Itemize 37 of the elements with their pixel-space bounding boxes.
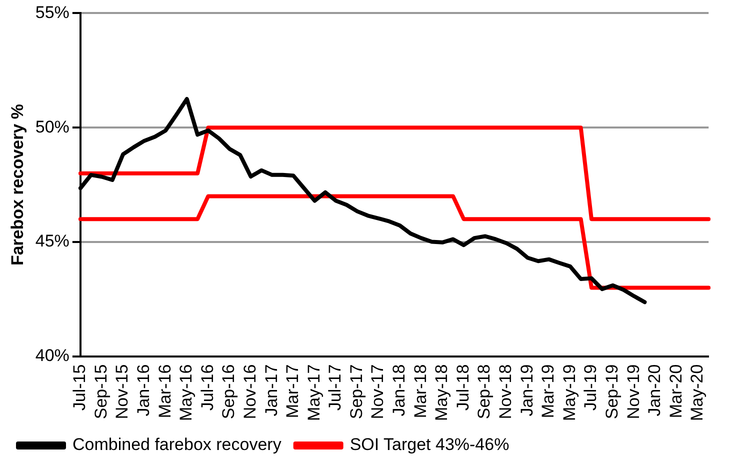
y-tick-label: 45% — [35, 232, 70, 251]
x-tick-label: Sep-16 — [219, 364, 238, 420]
x-tick-label: Jan-19 — [517, 364, 536, 416]
x-tick-label: Jan-18 — [390, 364, 409, 416]
x-tick-label: Mar-20 — [666, 364, 686, 418]
x-tick-label: Mar-18 — [410, 364, 430, 418]
x-tick-label: May-16 — [176, 364, 196, 421]
x-tick-label: Nov-17 — [368, 364, 388, 420]
x-tick-label: Nov-18 — [496, 364, 515, 420]
y-tick-label: 50% — [35, 117, 70, 136]
x-tick-label: Jul-17 — [326, 364, 345, 411]
x-tick-label: May-20 — [688, 364, 707, 421]
x-tick-label: Mar-19 — [538, 364, 558, 418]
x-tick-label: Jul-15 — [70, 364, 90, 411]
x-tick-label: Sep-18 — [474, 364, 494, 420]
x-tick-label: Nov-16 — [240, 364, 260, 420]
x-tick-label: May-18 — [432, 364, 452, 421]
legend-label: SOI Target 43%-46% — [350, 435, 510, 454]
x-tick-label: Jan-20 — [645, 364, 664, 416]
y-axis-title: Farebox recovery % — [8, 104, 27, 266]
y-tick-label: 40% — [35, 346, 70, 365]
x-tick-label: Sep-17 — [346, 364, 366, 420]
x-tick-label: Nov-19 — [624, 364, 643, 420]
x-tick-label: Jul-18 — [453, 364, 472, 411]
x-tick-label: Jan-17 — [262, 364, 281, 416]
x-tick-label: May-17 — [304, 364, 324, 421]
x-tick-label: Jul-19 — [581, 364, 600, 411]
x-tick-label: Sep-19 — [602, 364, 622, 420]
x-tick-label: Mar-16 — [155, 364, 174, 418]
x-tick-label: May-19 — [560, 364, 579, 421]
y-tick-label: 55% — [35, 2, 70, 22]
legend-label: Combined farebox recovery — [72, 435, 282, 454]
x-tick-label: Sep-15 — [91, 364, 110, 420]
x-tick-label: Mar-17 — [283, 364, 302, 418]
x-tick-label: Jul-16 — [198, 364, 217, 411]
x-tick-label: Nov-15 — [112, 364, 132, 420]
x-tick-label: Jan-16 — [134, 364, 153, 416]
